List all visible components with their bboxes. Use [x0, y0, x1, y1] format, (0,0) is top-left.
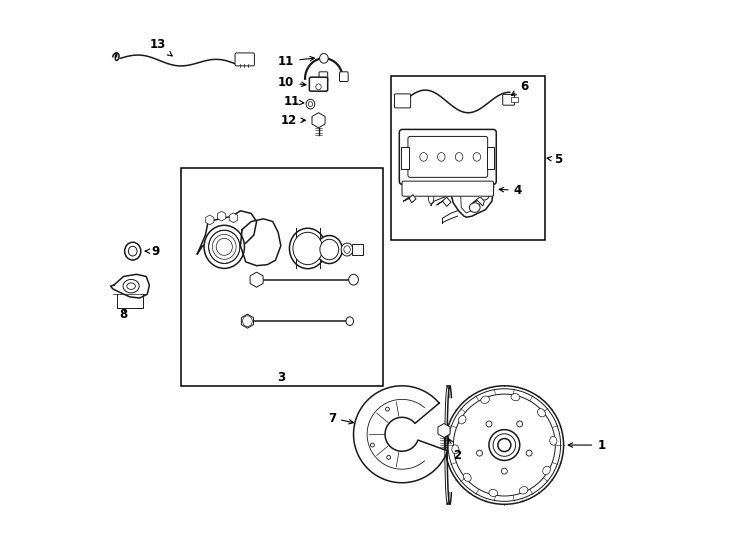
Ellipse shape: [316, 84, 321, 90]
Ellipse shape: [349, 274, 358, 285]
Ellipse shape: [319, 53, 328, 63]
Ellipse shape: [341, 243, 353, 256]
Ellipse shape: [479, 189, 490, 200]
Ellipse shape: [489, 489, 498, 497]
Ellipse shape: [125, 242, 141, 260]
Ellipse shape: [519, 487, 528, 494]
Ellipse shape: [473, 153, 481, 161]
Polygon shape: [404, 194, 416, 202]
Ellipse shape: [489, 430, 520, 461]
Ellipse shape: [526, 450, 532, 456]
Ellipse shape: [463, 473, 471, 481]
FancyBboxPatch shape: [394, 94, 410, 108]
Ellipse shape: [204, 225, 244, 268]
FancyBboxPatch shape: [408, 137, 487, 177]
Polygon shape: [197, 211, 257, 254]
Ellipse shape: [429, 192, 434, 204]
Ellipse shape: [452, 445, 459, 454]
Polygon shape: [111, 274, 150, 298]
FancyBboxPatch shape: [319, 72, 327, 82]
Ellipse shape: [455, 153, 463, 161]
Ellipse shape: [371, 443, 374, 447]
FancyBboxPatch shape: [352, 244, 363, 255]
Ellipse shape: [542, 466, 550, 475]
Ellipse shape: [481, 396, 490, 403]
Ellipse shape: [511, 394, 520, 401]
Ellipse shape: [344, 246, 350, 253]
Ellipse shape: [387, 455, 390, 460]
Text: 4: 4: [499, 184, 522, 197]
Text: 13: 13: [150, 38, 172, 56]
FancyBboxPatch shape: [402, 181, 493, 196]
Ellipse shape: [486, 421, 492, 427]
Polygon shape: [449, 160, 493, 217]
Bar: [181, 167, 383, 386]
Ellipse shape: [550, 436, 557, 445]
Ellipse shape: [306, 99, 315, 109]
Text: 9: 9: [145, 245, 160, 258]
FancyBboxPatch shape: [340, 72, 348, 82]
Ellipse shape: [320, 239, 338, 260]
Ellipse shape: [316, 235, 342, 264]
Text: 1: 1: [568, 438, 606, 451]
Ellipse shape: [501, 468, 507, 474]
Text: 12: 12: [281, 114, 305, 127]
Ellipse shape: [476, 450, 482, 456]
FancyBboxPatch shape: [235, 53, 255, 66]
FancyBboxPatch shape: [487, 147, 494, 168]
Polygon shape: [241, 219, 281, 266]
Ellipse shape: [459, 415, 466, 424]
Ellipse shape: [346, 317, 354, 326]
Ellipse shape: [498, 438, 511, 451]
Text: 5: 5: [547, 153, 562, 166]
Ellipse shape: [293, 232, 322, 265]
Ellipse shape: [123, 279, 139, 293]
Text: 8: 8: [120, 308, 128, 321]
Polygon shape: [437, 197, 451, 206]
Text: 11: 11: [278, 55, 315, 68]
Ellipse shape: [448, 389, 561, 501]
Text: 3: 3: [277, 371, 285, 384]
Ellipse shape: [454, 394, 556, 496]
Ellipse shape: [289, 228, 326, 269]
Ellipse shape: [469, 163, 481, 172]
Ellipse shape: [208, 230, 240, 264]
FancyBboxPatch shape: [512, 97, 517, 103]
FancyBboxPatch shape: [503, 94, 515, 105]
Ellipse shape: [537, 409, 545, 417]
Text: 2: 2: [448, 439, 462, 462]
Ellipse shape: [127, 283, 135, 289]
Ellipse shape: [445, 386, 564, 504]
FancyBboxPatch shape: [399, 130, 496, 184]
Ellipse shape: [420, 153, 427, 161]
Text: 10: 10: [278, 76, 306, 89]
Polygon shape: [472, 197, 484, 206]
Ellipse shape: [308, 102, 313, 106]
Bar: [391, 76, 545, 240]
Ellipse shape: [437, 153, 445, 161]
FancyBboxPatch shape: [401, 147, 409, 168]
Polygon shape: [354, 386, 448, 483]
Text: 11: 11: [283, 96, 304, 109]
Text: 6: 6: [512, 80, 528, 96]
Ellipse shape: [493, 434, 515, 456]
Text: 7: 7: [328, 411, 354, 424]
Ellipse shape: [469, 202, 480, 212]
FancyBboxPatch shape: [309, 77, 327, 91]
Ellipse shape: [128, 246, 137, 256]
Ellipse shape: [385, 407, 390, 411]
Ellipse shape: [517, 421, 523, 427]
